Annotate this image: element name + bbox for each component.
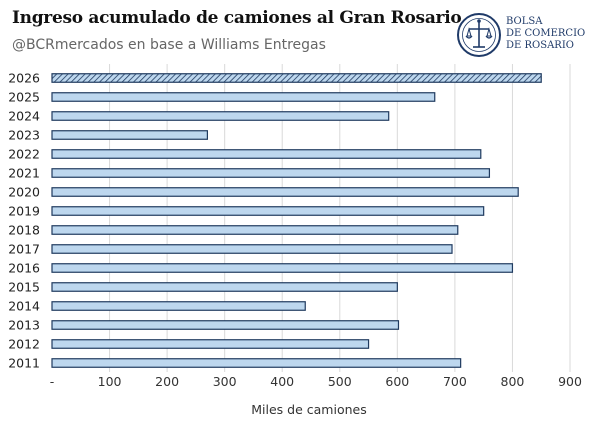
bar-2020 [51,187,519,197]
chart-title: Ingreso acumulado de camiones al Gran Ro… [12,8,462,28]
bcr-logo-line-1: BOLSA [506,16,543,27]
category-label-2018: 2018 [8,223,40,238]
x-tick-label: 500 [328,374,352,389]
bar-2024 [51,111,390,121]
bar-2011 [51,358,462,368]
bcr-logo: BOLSA DE COMERCIO DE ROSARIO [456,12,596,60]
x-tick-label: - [50,374,55,389]
bar-2017 [51,244,453,254]
bcr-logo-line-3: DE ROSARIO [506,40,574,51]
x-tick-label: 800 [501,374,525,389]
bar-2014 [51,301,306,311]
category-label-2017: 2017 [8,242,40,257]
category-label-2024: 2024 [8,109,40,124]
category-labels: 2026 2025 2024 2023 2022 2021 2020 2019 2018 2017… [8,71,40,371]
category-label-2013: 2013 [8,318,40,333]
category-label-2023: 2023 [8,128,40,143]
x-tick-label: 700 [443,374,467,389]
bar-2012 [51,339,370,349]
category-label-2022: 2022 [8,147,40,162]
x-tick-label: 300 [213,374,237,389]
x-tick-label: 200 [155,374,179,389]
category-label-2016: 2016 [8,261,40,276]
bar-2015 [51,282,398,292]
x-tick-label: 400 [270,374,294,389]
category-label-2020: 2020 [8,185,40,200]
category-label-2025: 2025 [8,90,40,105]
bar-2022 [51,149,482,159]
bar-2016 [51,263,514,273]
bar-2021 [51,168,491,178]
bar-2023 [51,130,208,140]
bcr-seal-icon [457,13,501,57]
bar-2025 [51,92,436,102]
category-label-2012: 2012 [8,337,40,352]
bar-2026 [51,73,542,83]
bar-2013 [51,320,400,330]
bcr-logo-line-2: DE COMERCIO [506,28,586,39]
x-tick-labels: - 100 200 300 400 500 600 700 800 900 [50,374,582,389]
category-label-2019: 2019 [8,204,40,219]
category-label-2021: 2021 [8,166,40,181]
x-tick-label: 100 [98,374,122,389]
bar-2018 [51,225,459,235]
x-axis-title: Miles de camiones [251,402,366,417]
bar-2019 [51,206,485,216]
bars [51,73,542,368]
bcr-logo-text: BOLSA DE COMERCIO DE ROSARIO [506,16,585,52]
category-label-2011: 2011 [8,356,40,371]
x-tick-label: 900 [558,374,582,389]
category-label-2015: 2015 [8,280,40,295]
x-tick-label: 600 [385,374,409,389]
category-label-2026: 2026 [8,71,40,86]
chart-subtitle: @BCRmercados en base a Williams Entregas [12,37,326,53]
category-label-2014: 2014 [8,299,40,314]
